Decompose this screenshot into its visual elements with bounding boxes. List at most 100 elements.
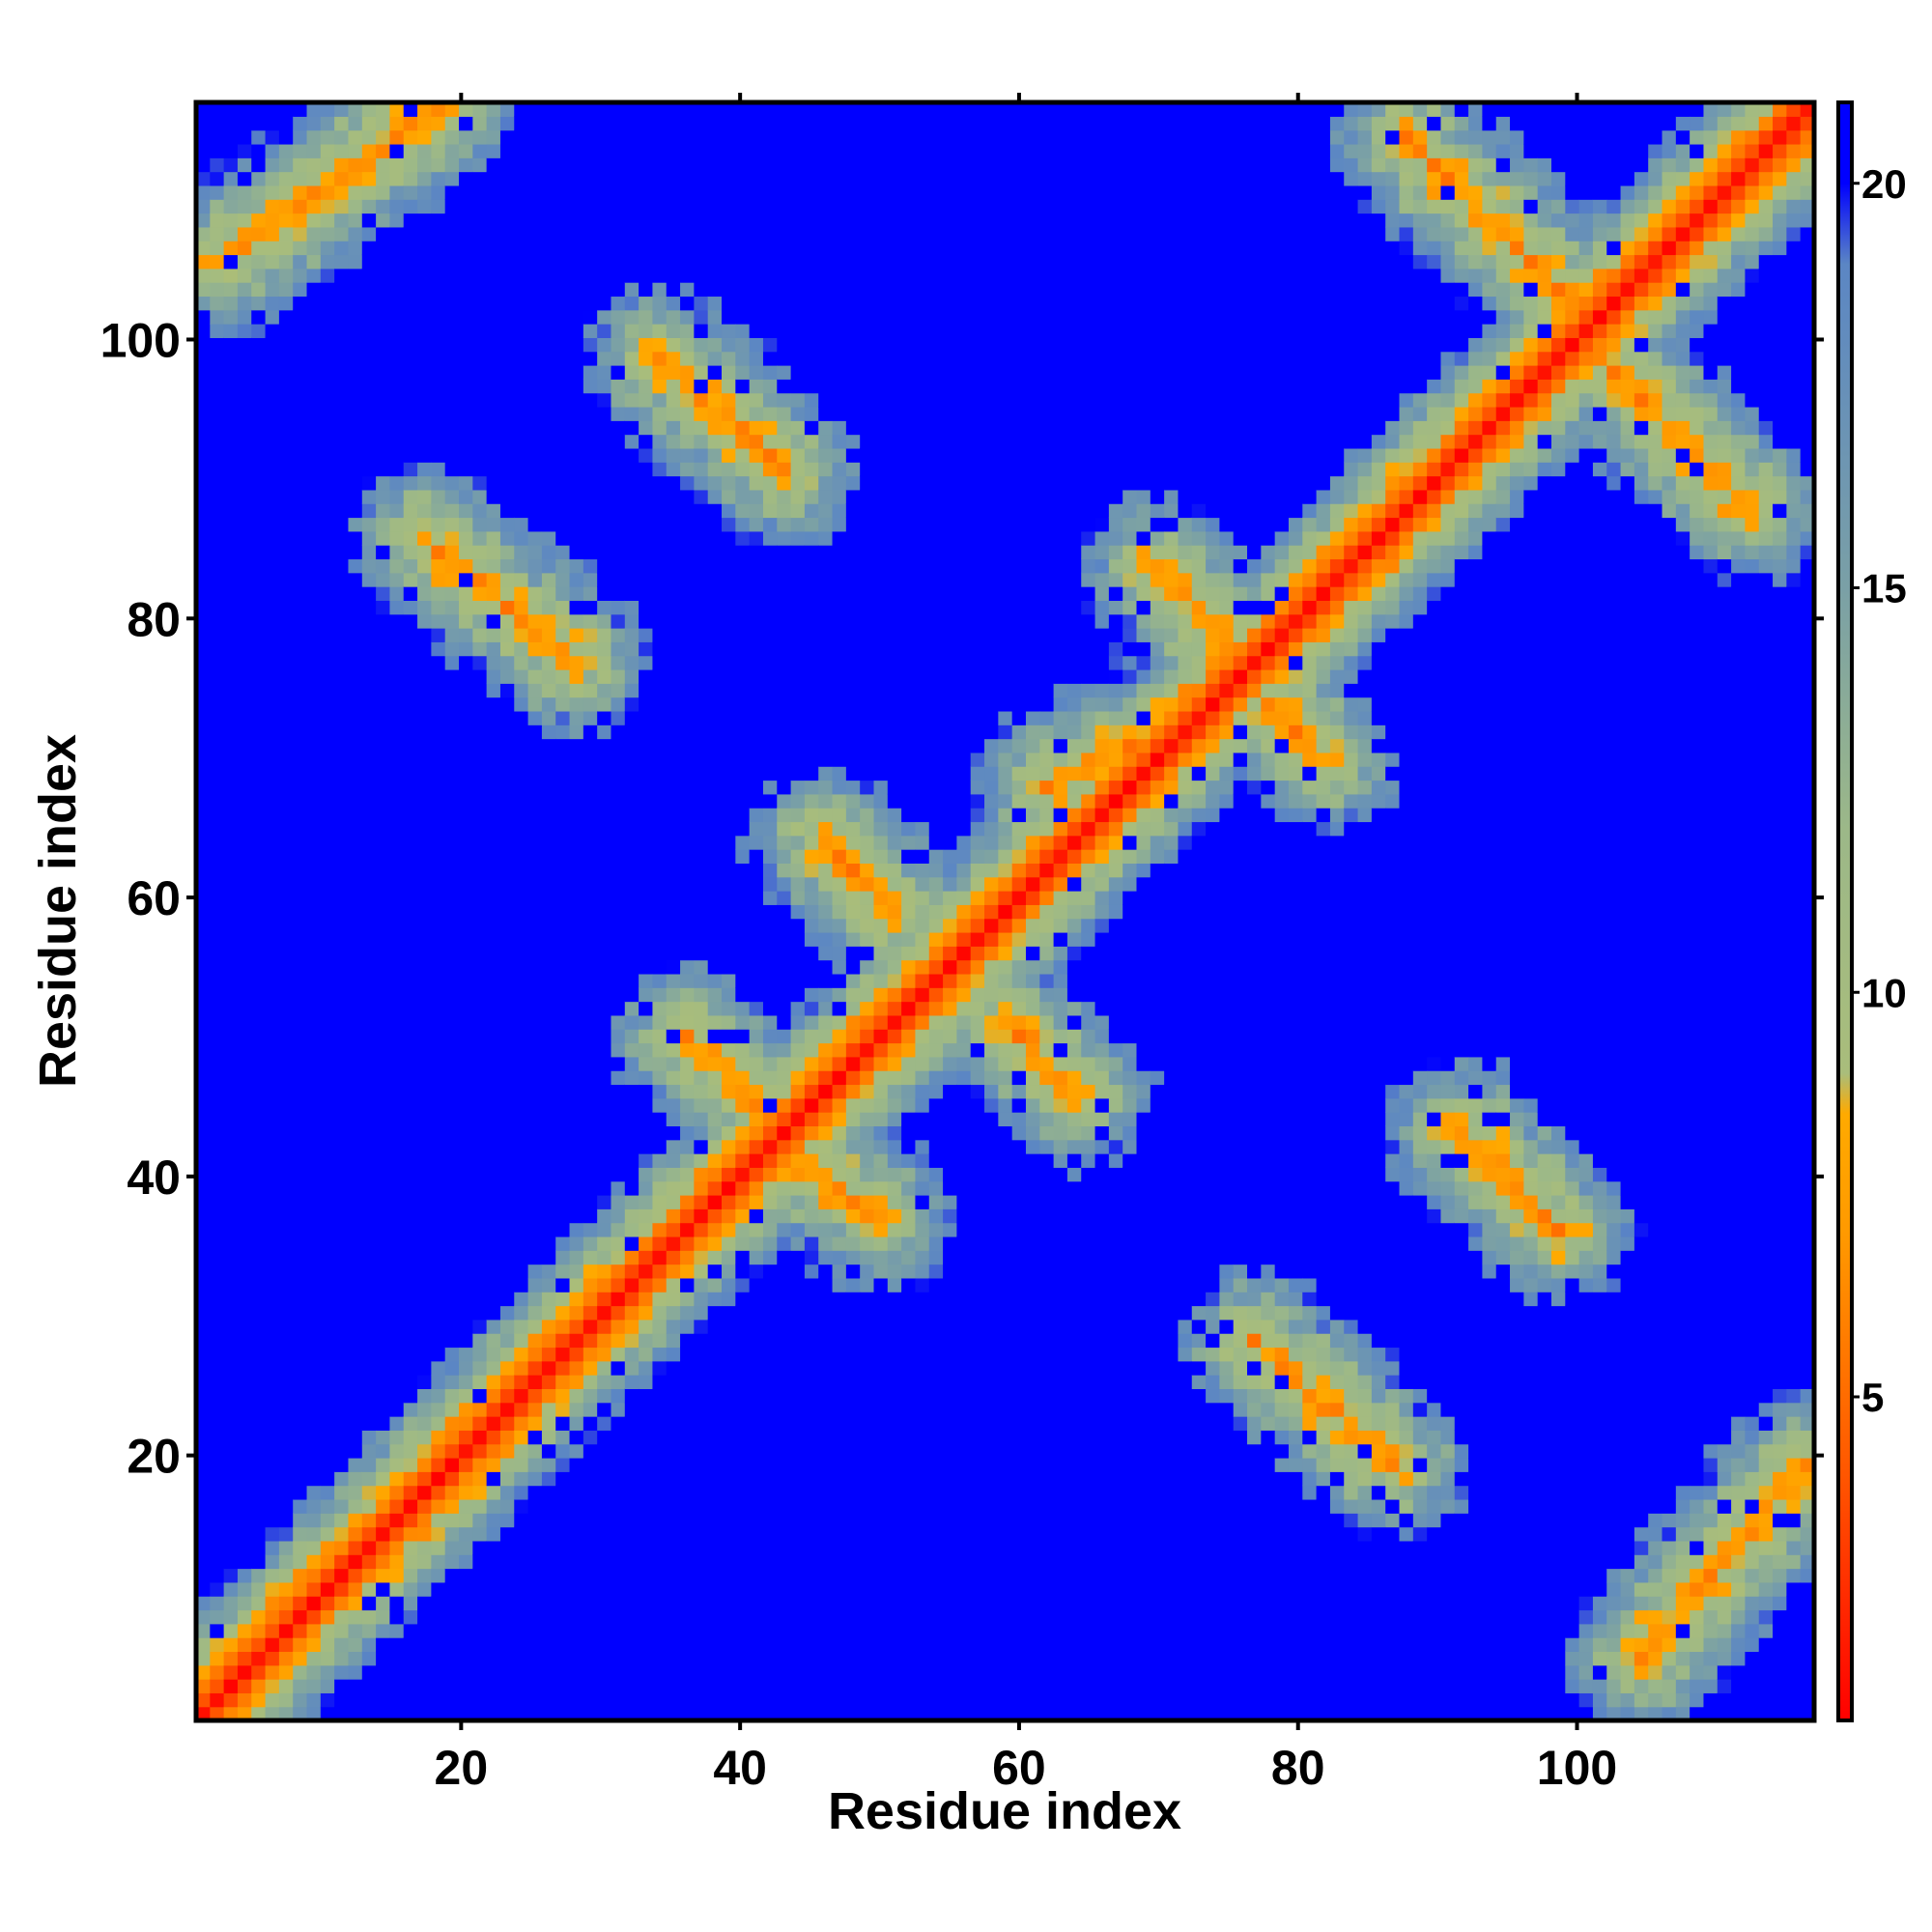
heatmap-cell bbox=[196, 268, 211, 283]
heatmap-cell bbox=[666, 171, 681, 186]
heatmap-cell bbox=[611, 1097, 626, 1113]
heatmap-cell bbox=[389, 213, 405, 228]
heatmap-cell bbox=[334, 365, 350, 380]
heatmap-cell bbox=[499, 1277, 515, 1293]
heatmap-cell bbox=[666, 1402, 681, 1417]
heatmap-cell bbox=[389, 1139, 405, 1154]
heatmap-cell bbox=[376, 1471, 391, 1487]
heatmap-cell bbox=[251, 1568, 267, 1583]
heatmap-cell bbox=[389, 558, 405, 574]
heatmap-cell bbox=[541, 102, 556, 117]
heatmap-cell bbox=[306, 1112, 322, 1127]
heatmap-cell bbox=[555, 199, 571, 214]
heatmap-cell bbox=[652, 600, 668, 615]
heatmap-cell bbox=[527, 946, 543, 961]
heatmap-cell bbox=[722, 213, 736, 228]
heatmap-cell bbox=[472, 931, 488, 947]
heatmap-cell bbox=[541, 808, 556, 823]
heatmap-cell bbox=[210, 296, 225, 311]
heatmap-cell bbox=[237, 545, 252, 560]
heatmap-cell bbox=[417, 849, 432, 864]
heatmap-cell bbox=[376, 1623, 391, 1638]
heatmap-cell bbox=[680, 1250, 695, 1265]
heatmap-cell bbox=[486, 821, 501, 837]
heatmap-cell bbox=[749, 545, 764, 560]
heatmap-cell bbox=[265, 213, 280, 228]
heatmap-cell bbox=[361, 545, 377, 560]
heatmap-cell bbox=[514, 1264, 529, 1279]
heatmap-cell bbox=[223, 489, 239, 504]
heatmap-cell bbox=[652, 1319, 668, 1334]
heatmap-cell bbox=[431, 904, 446, 920]
heatmap-cell bbox=[611, 447, 626, 463]
heatmap-cell bbox=[694, 365, 709, 380]
heatmap-cell bbox=[444, 447, 460, 463]
heatmap-cell bbox=[334, 1498, 350, 1514]
heatmap-cell bbox=[306, 696, 322, 712]
heatmap-cell bbox=[777, 696, 792, 712]
heatmap-cell bbox=[624, 185, 639, 200]
heatmap-cell bbox=[431, 1056, 446, 1071]
heatmap-cell bbox=[694, 1651, 709, 1666]
heatmap-cell bbox=[541, 1097, 556, 1113]
heatmap-cell bbox=[293, 517, 308, 532]
heatmap-cell bbox=[293, 462, 308, 477]
heatmap-cell bbox=[223, 1623, 239, 1638]
heatmap-cell bbox=[694, 1277, 709, 1293]
heatmap-cell bbox=[306, 475, 322, 491]
heatmap-cell bbox=[541, 696, 556, 712]
heatmap-cell bbox=[361, 1596, 377, 1611]
heatmap-cell bbox=[265, 545, 280, 560]
heatmap-cell bbox=[278, 1250, 294, 1265]
heatmap-cell bbox=[486, 558, 501, 574]
heatmap-cell bbox=[652, 1097, 668, 1113]
heatmap-cell bbox=[694, 1042, 709, 1058]
heatmap-cell bbox=[237, 1194, 252, 1209]
heatmap-cell bbox=[555, 392, 571, 408]
heatmap-cell bbox=[237, 129, 252, 145]
heatmap-cell bbox=[376, 766, 391, 781]
heatmap-cell bbox=[666, 683, 681, 698]
heatmap-cell bbox=[306, 849, 322, 864]
heatmap-cell bbox=[749, 1153, 764, 1168]
heatmap-cell bbox=[403, 724, 418, 740]
heatmap-cell bbox=[597, 171, 612, 186]
heatmap-cell bbox=[597, 1056, 612, 1071]
heatmap-cell bbox=[265, 296, 280, 311]
heatmap-cell bbox=[223, 420, 239, 436]
heatmap-cell bbox=[652, 1070, 668, 1086]
heatmap-cell bbox=[444, 1001, 460, 1016]
heatmap-cell bbox=[223, 641, 239, 657]
heatmap-cell bbox=[265, 254, 280, 270]
heatmap-cell bbox=[707, 766, 723, 781]
heatmap-cell bbox=[459, 1319, 473, 1334]
heatmap-cell bbox=[417, 904, 432, 920]
heatmap-cell bbox=[334, 199, 350, 214]
heatmap-cell bbox=[680, 918, 695, 933]
heatmap-cell bbox=[694, 1153, 709, 1168]
heatmap-cell bbox=[707, 1236, 723, 1251]
heatmap-cell bbox=[639, 129, 654, 145]
heatmap-cell bbox=[555, 1347, 571, 1362]
heatmap-cell bbox=[403, 1277, 418, 1293]
heatmap-cell bbox=[210, 1609, 225, 1625]
heatmap-cell bbox=[389, 1375, 405, 1390]
heatmap-cell bbox=[499, 1679, 515, 1693]
heatmap-cell bbox=[652, 558, 668, 574]
heatmap-cell bbox=[361, 406, 377, 421]
heatmap-cell bbox=[499, 793, 515, 809]
heatmap-cell bbox=[293, 1623, 308, 1638]
heatmap-cell bbox=[444, 102, 460, 117]
heatmap-cell bbox=[251, 752, 267, 767]
heatmap-cell bbox=[431, 1609, 446, 1625]
heatmap-cell bbox=[499, 392, 515, 408]
heatmap-cell bbox=[251, 613, 267, 629]
heatmap-cell bbox=[196, 710, 211, 725]
heatmap-cell bbox=[278, 931, 294, 947]
heatmap-cell bbox=[652, 752, 668, 767]
heatmap-cell bbox=[431, 1236, 446, 1251]
heatmap-cell bbox=[403, 1540, 418, 1555]
heatmap-cell bbox=[376, 1430, 391, 1445]
heatmap-cell bbox=[707, 296, 723, 311]
heatmap-cell bbox=[403, 1014, 418, 1030]
